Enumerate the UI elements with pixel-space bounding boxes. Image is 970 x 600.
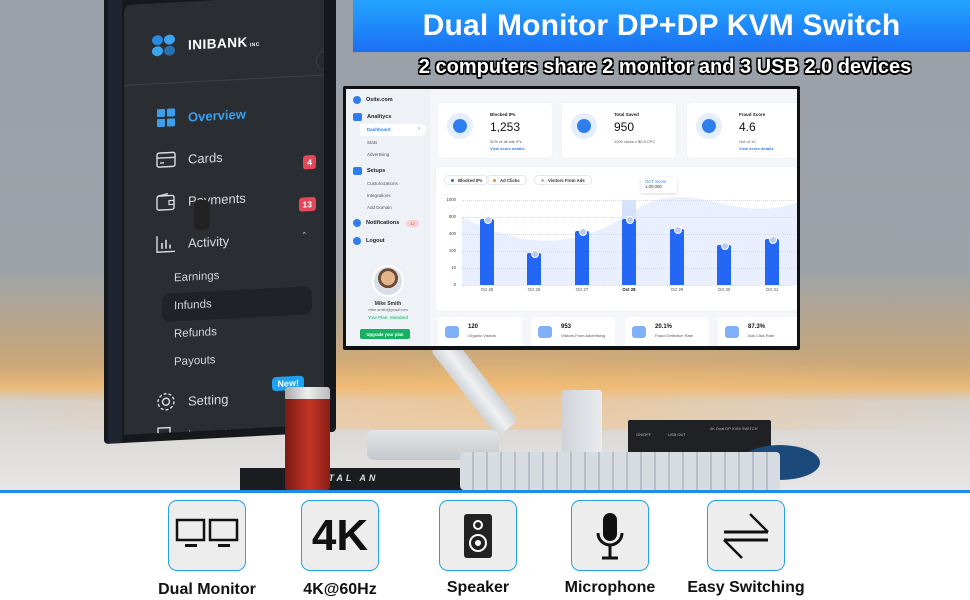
kpi-total-saved: Total Saved 950 1200 clicks x $0.5 CPC <box>562 103 676 158</box>
bar-oct-26[interactable] <box>527 250 541 285</box>
shield-icon <box>696 113 722 139</box>
user-avatar <box>372 265 404 297</box>
grid-icon <box>156 108 176 128</box>
kvm-power-label: ON/OFF <box>636 432 652 437</box>
nav-setting[interactable]: Setting New! <box>156 375 316 411</box>
visitors-icon <box>445 326 459 338</box>
growth-chart-icon <box>725 326 739 338</box>
bar-oct-30[interactable] <box>717 242 731 285</box>
nav-overview[interactable]: Overview <box>156 101 316 128</box>
kpi-fraud-score: Fraud Score 4.6 Out of 10 View score det… <box>687 103 797 158</box>
nav-payments[interactable]: Payments 13 <box>156 185 316 212</box>
speaker-icon <box>439 500 517 571</box>
bar-oct-28[interactable] <box>622 216 636 285</box>
stat-fraud-detection-rate: 20.1% Fraud Detection Rate <box>625 317 709 346</box>
laptop-stand <box>562 390 602 460</box>
legend-blocked-ips[interactable]: Blocked IPs <box>444 175 490 185</box>
product-scene: 4K Dual DP KVM SWITCH ON/OFF USB OUT DIG… <box>0 0 970 490</box>
nav-dashboard[interactable]: Dashboard <box>367 127 391 132</box>
section-analytics[interactable]: Analitycs <box>353 113 391 121</box>
notifications-badge: 12 <box>406 220 419 227</box>
user-name: Mike Smith <box>374 301 402 307</box>
view-score-details-link[interactable]: View score details <box>739 146 774 151</box>
nav-refunds[interactable]: Refunds <box>174 326 217 341</box>
analytics-dashboard-screen: Osite.com Analitycs Dashboard › Stats Ad… <box>346 89 797 346</box>
bar-oct-27[interactable] <box>575 228 589 285</box>
cards-count-badge: 4 <box>303 154 316 170</box>
logout-icon <box>156 426 176 435</box>
kvm-usb-label: USB OUT <box>668 432 686 437</box>
dashboard-sidebar: Osite.com Analitycs Dashboard › Stats Ad… <box>346 89 430 346</box>
legend-visitors-from-ads[interactable]: Visitors From Ads <box>534 175 592 185</box>
dual-monitor-icon <box>168 500 246 571</box>
product-subtitle: 2 computers share 2 monitor and 3 USB 2.… <box>418 56 912 78</box>
chevron-up-icon: ˆ <box>302 230 306 243</box>
feature-4k: 4K 4K@60Hz <box>270 500 410 599</box>
user-plan: Your Plan: Standard <box>367 315 409 320</box>
bar-oct-29[interactable] <box>670 226 684 285</box>
feature-dual-monitor: Dual Monitor <box>137 500 277 599</box>
nav-customizations[interactable]: Customizations <box>367 181 398 186</box>
stat-visitors-from-ads: 953 Visitors From Advertising <box>531 317 615 346</box>
main-monitor: Osite.com Analitycs Dashboard › Stats Ad… <box>343 86 800 350</box>
logout-icon <box>353 237 361 245</box>
wallet-icon <box>156 192 176 211</box>
blocked-ip-icon <box>447 113 473 139</box>
bell-icon <box>353 219 361 227</box>
stat-organic-visitors: 120 Organic Visitors <box>438 317 522 346</box>
4k-icon: 4K <box>301 500 379 571</box>
bar-oct-25[interactable] <box>480 216 494 285</box>
nav-integrations[interactable]: Integrations <box>367 193 391 198</box>
view-score-details-link[interactable]: View score details <box>490 146 525 151</box>
chart-tooltip: OCT Score 1,00,000 <box>641 177 677 193</box>
kpi-blocked-ips: Blocked IPs 1,253 30% of all site IPs Vi… <box>438 103 552 158</box>
chevron-right-icon: › <box>418 126 420 132</box>
nav-earnings[interactable]: Earnings <box>174 269 220 285</box>
drink-can <box>285 387 330 490</box>
logo-icon <box>152 34 176 57</box>
kvm-label: 4K Dual DP KVM SWITCH <box>710 426 758 431</box>
stat-ads-click-rate: 87.3% Ads Click Rate <box>718 317 797 346</box>
upgrade-plan-button[interactable]: Upgrade your plan <box>360 329 410 339</box>
section-notifications[interactable]: Notifications <box>353 219 399 227</box>
nav-infunds[interactable]: Infunds <box>174 298 212 313</box>
user-email: mike.smith@gmail.com <box>368 308 408 312</box>
globe-icon <box>353 96 361 104</box>
keyboard <box>460 452 780 490</box>
bar-oct-31[interactable] <box>765 236 779 285</box>
piggy-bank-icon <box>571 113 597 139</box>
product-title-banner: Dual Monitor DP+DP KVM Switch <box>353 0 970 52</box>
divider <box>0 490 970 493</box>
site-name[interactable]: Osite.com <box>353 96 393 104</box>
nav-advertising[interactable]: Advertising <box>367 152 390 157</box>
chart-icon <box>156 234 176 253</box>
payments-count-badge: 13 <box>298 196 316 212</box>
switch-arrows-icon <box>707 500 785 571</box>
gear-icon <box>156 392 176 411</box>
nav-activity[interactable]: Activity ˆ <box>156 227 316 253</box>
card-icon <box>156 150 176 169</box>
feature-microphone: Microphone <box>540 500 680 597</box>
nav-stats[interactable]: Stats <box>367 140 378 145</box>
setups-icon <box>353 167 362 175</box>
collapse-sidebar-button[interactable]: ‹ <box>316 49 324 71</box>
nav-cards[interactable]: Cards 4 <box>156 143 316 170</box>
ads-visitors-icon <box>538 326 552 338</box>
microphone-icon <box>571 500 649 571</box>
legend-ad-clicks[interactable]: Ad Clicks <box>486 175 527 185</box>
nav-add-domain[interactable]: Add Domain <box>367 205 392 210</box>
analytics-icon <box>353 113 362 121</box>
feature-speaker: Speaker <box>408 500 548 597</box>
fraud-detection-icon <box>632 326 646 338</box>
nav-payouts[interactable]: Payouts <box>174 354 216 369</box>
feature-easy-switching: Easy Switching <box>676 500 816 597</box>
section-logout[interactable]: Logout <box>353 237 385 245</box>
brand-logo: INIBANK INC <box>152 30 260 58</box>
nav-logout[interactable]: Logout <box>156 419 316 435</box>
monitor-knob <box>194 199 210 231</box>
chart-card: Blocked IPs Ad Clicks Visitors From Ads … <box>436 167 797 311</box>
section-setups[interactable]: Setups <box>353 167 385 175</box>
